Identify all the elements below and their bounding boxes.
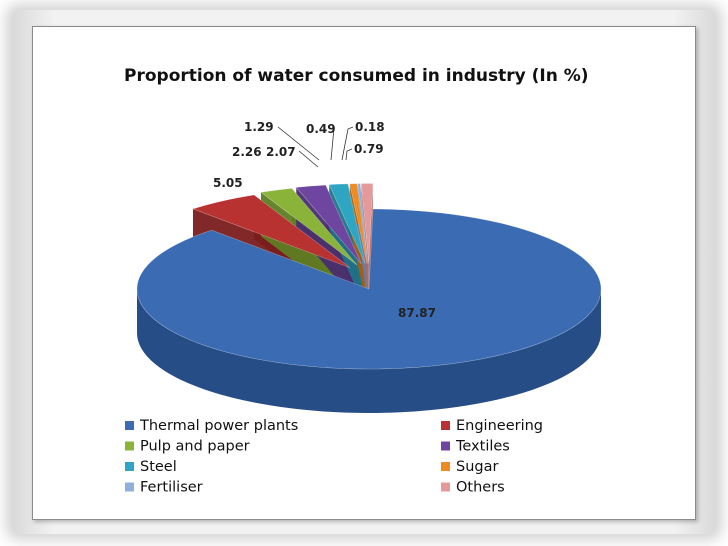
data-label-sugar: 0.49	[306, 122, 336, 136]
legend-label-engineering: Engineering	[456, 418, 543, 434]
legend-swatch-others	[441, 482, 450, 492]
data-label-layer: 87.87 5.05 2.26 2.07 1.29 0.49 0.18 0.79	[213, 120, 436, 320]
data-label-engineering: 5.05	[213, 176, 243, 190]
leader-line-sugar	[330, 127, 335, 161]
legend-swatch-fertiliser	[125, 482, 134, 492]
legend-swatch-sugar	[441, 462, 450, 471]
pie-slice-steel	[328, 183, 366, 264]
pie-chart: Proportion of water consumed in industry…	[124, 66, 602, 496]
data-label-thermal-power-plants: 87.87	[398, 306, 436, 320]
leader-line-fertiliser	[341, 126, 354, 161]
leader-line-others	[345, 148, 353, 161]
leader-line-steel	[277, 126, 320, 161]
data-label-fertiliser: 0.18	[355, 120, 385, 134]
leader-line-textiles	[298, 150, 319, 168]
pie-slice-pulp-and-paper	[260, 188, 358, 266]
legend: Thermal power plants Engineering Pulp and …	[125, 418, 543, 496]
data-label-others: 0.79	[354, 142, 384, 156]
chart-title: Proportion of water consumed in industry…	[124, 66, 589, 86]
pie-slice-textiles	[295, 184, 362, 265]
pie-slice-wall-others-0	[361, 183, 369, 308]
legend-swatch-engineering	[441, 421, 450, 430]
data-label-steel: 1.29	[244, 120, 274, 134]
legend-label-sugar: Sugar	[456, 459, 498, 475]
data-label-textiles: 2.07	[266, 145, 296, 159]
legend-swatch-thermal-power-plants	[125, 421, 134, 430]
legend-swatch-textiles	[441, 441, 450, 451]
chart-panel: Proportion of water consumed in industry…	[32, 26, 696, 520]
legend-label-pulp-and-paper: Pulp and paper	[140, 439, 250, 455]
pie-slice-engineering	[192, 194, 351, 269]
pie-slice-side-thermal-power-plants	[137, 289, 601, 413]
legend-label-others: Others	[456, 480, 505, 496]
legend-label-thermal-power-plants: Thermal power plants	[139, 418, 298, 434]
legend-label-textiles: Textiles	[455, 439, 510, 455]
data-label-pulp-and-paper: 2.26	[232, 145, 262, 159]
pie-slice-sugar	[349, 183, 368, 264]
legend-swatch-pulp-and-paper	[125, 441, 134, 451]
legend-swatch-steel	[125, 462, 134, 471]
legend-label-fertiliser: Fertiliser	[140, 480, 203, 496]
legend-label-steel: Steel	[140, 459, 177, 475]
pie-slice-thermal-power-plants	[136, 208, 602, 370]
pie-layer	[136, 183, 602, 413]
pie-slice-fertiliser	[357, 183, 369, 264]
pie-slice-others	[360, 183, 374, 264]
